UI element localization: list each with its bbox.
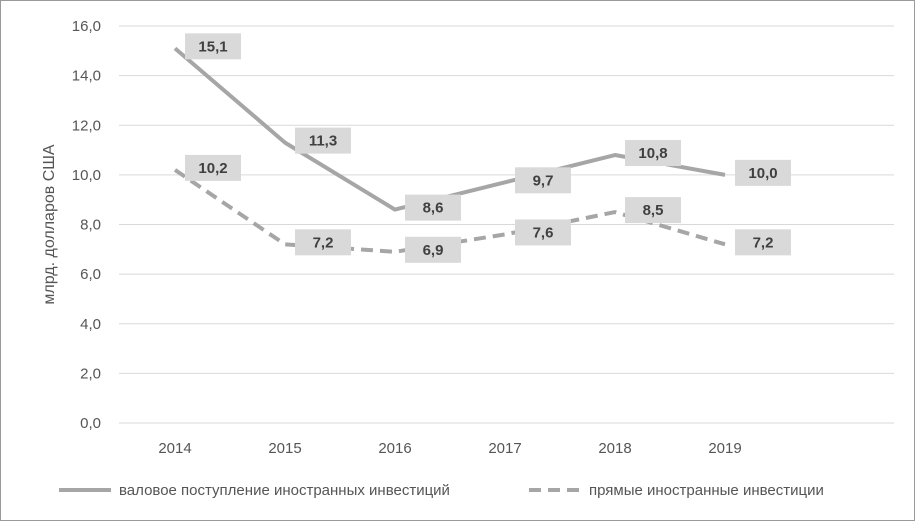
data-label: 8,5 (625, 197, 681, 224)
data-label: 7,6 (515, 219, 571, 246)
data-label-text: 7,2 (313, 234, 334, 251)
data-label-box (735, 229, 791, 256)
data-label-text: 7,2 (753, 234, 774, 251)
data-label-text: 10,8 (638, 145, 667, 162)
data-label: 10,2 (185, 154, 241, 181)
data-label: 10,0 (735, 159, 791, 186)
y-tick-label: 16,0 (72, 18, 101, 35)
data-label-box (515, 219, 571, 246)
data-label: 7,2 (735, 229, 791, 256)
data-label-text: 10,2 (198, 160, 227, 177)
data-label-box (295, 127, 351, 154)
data-label-text: 7,6 (533, 224, 554, 241)
data-label-box (295, 229, 351, 256)
y-tick-label: 14,0 (72, 68, 101, 85)
x-tick-label: 2014 (158, 440, 191, 457)
y-tick-label: 6,0 (80, 266, 101, 283)
y-axis-title: млрд. долларов США (41, 144, 58, 305)
data-label-box (185, 33, 241, 60)
y-tick-label: 12,0 (72, 117, 101, 134)
x-tick-label: 2019 (708, 440, 741, 457)
data-label-text: 9,7 (533, 172, 554, 189)
y-tick-label: 4,0 (80, 316, 101, 333)
legend-label-1: валовое поступление иностранных инвестиц… (119, 482, 450, 499)
x-tick-label: 2017 (488, 440, 521, 457)
data-label-box (625, 140, 681, 167)
data-label-text: 15,1 (198, 38, 227, 55)
series-line-1 (173, 46, 726, 212)
data-label: 9,7 (515, 167, 571, 194)
data-label: 7,2 (295, 229, 351, 256)
data-label-box (405, 194, 461, 221)
x-tick-label: 2018 (598, 440, 631, 457)
data-label-text: 11,3 (309, 133, 337, 150)
data-label: 15,1 (185, 33, 241, 60)
y-tick-label: 10,0 (72, 167, 101, 184)
data-label-text: 6,9 (423, 242, 444, 259)
data-label: 6,9 (405, 236, 461, 263)
y-tick-label: 2,0 (80, 365, 101, 382)
data-label: 11,3 (295, 127, 351, 154)
x-tick-label: 2015 (268, 440, 301, 457)
data-label-box (625, 197, 681, 224)
data-label-text: 8,5 (643, 202, 664, 219)
data-label-box (405, 236, 461, 263)
data-label: 10,8 (625, 140, 681, 167)
data-label-text: 8,6 (423, 200, 444, 217)
data-label-text: 10,0 (748, 165, 777, 182)
data-label-box (735, 159, 791, 186)
x-tick-label: 2016 (378, 440, 411, 457)
data-label: 8,6 (405, 194, 461, 221)
y-tick-label: 8,0 (80, 217, 101, 234)
legend-label-2: прямые иностранные инвестиции (589, 482, 824, 499)
data-label-box (185, 154, 241, 181)
data-label-box (515, 167, 571, 194)
y-tick-label: 0,0 (80, 415, 101, 432)
